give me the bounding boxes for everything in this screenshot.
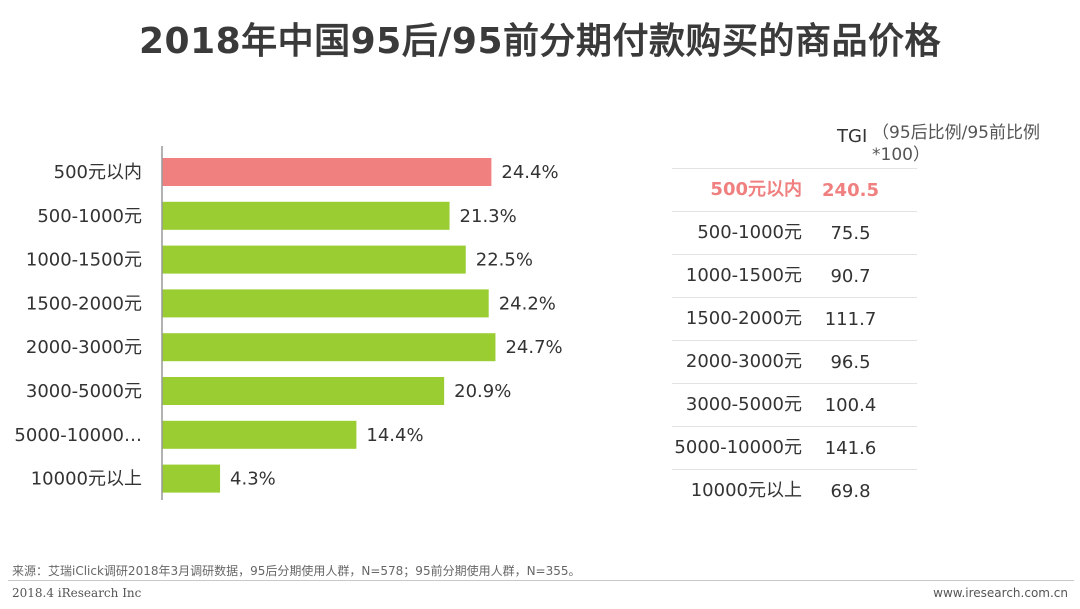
category-label: 3000-5000元 bbox=[26, 381, 142, 402]
tgi-row-category: 500元以内 bbox=[710, 179, 802, 200]
value-label: 20.9% bbox=[454, 381, 511, 402]
tgi-row-category: 1000-1500元 bbox=[685, 265, 802, 286]
tgi-row-category: 2000-3000元 bbox=[685, 351, 802, 372]
tgi-row-category: 500-1000元 bbox=[697, 222, 802, 243]
tgi-row: 1000-1500元 90.7 bbox=[672, 254, 917, 297]
tgi-row-value: 141.6 bbox=[824, 437, 877, 459]
value-label: 4.3% bbox=[230, 469, 276, 490]
page-title: 2018年中国95后/95前分期付款购买的商品价格 bbox=[138, 21, 942, 62]
category-label: 10000元以上 bbox=[31, 469, 142, 490]
tgi-row: 10000元以上 69.8 bbox=[672, 469, 917, 512]
category-label: 1500-2000元 bbox=[26, 293, 142, 314]
tgi-row: 500元以内 240.5 bbox=[672, 168, 917, 211]
tgi-table: TGI （95后比例/95前比例*100） 500元以内 240.5 500-1… bbox=[672, 118, 1040, 512]
tgi-row-category: 1500-2000元 bbox=[685, 308, 802, 329]
tgi-row-category: 10000元以上 bbox=[690, 480, 802, 501]
tgi-row-value: 100.4 bbox=[824, 394, 877, 416]
tgi-row-value: 75.5 bbox=[830, 222, 871, 244]
source-note: 来源：艾瑞iClick调研2018年3月调研数据，95后分期使用人群，N=578… bbox=[12, 564, 581, 578]
tgi-row: 2000-3000元 96.5 bbox=[672, 340, 917, 383]
tgi-row: 1500-2000元 111.7 bbox=[672, 297, 917, 340]
bar bbox=[162, 158, 492, 186]
tgi-row-value: 240.5 bbox=[822, 179, 879, 201]
category-label: 1000-1500元 bbox=[26, 250, 142, 271]
footer-website: www.iresearch.com.cn bbox=[933, 586, 1068, 600]
tgi-note: （95后比例/95前比例*100） bbox=[872, 123, 1040, 165]
bar bbox=[162, 420, 357, 449]
tgi-row: 5000-10000元 141.6 bbox=[672, 426, 917, 469]
footer-divider bbox=[8, 580, 1074, 581]
tgi-row-category: 5000-10000元 bbox=[674, 437, 802, 458]
bar bbox=[162, 377, 445, 405]
value-label: 21.3% bbox=[460, 206, 517, 227]
value-label: 24.4% bbox=[501, 162, 558, 183]
bar bbox=[162, 289, 489, 318]
bar bbox=[162, 464, 221, 493]
footer-copyright: 2018.4 iResearch Inc bbox=[12, 586, 142, 600]
bar-chart: 500元以内 24.4% 500-1000元 21.3% 1000-1500元 22.5%… bbox=[14, 146, 563, 500]
bar bbox=[162, 245, 466, 274]
category-label: 500元以内 bbox=[54, 162, 142, 183]
value-label: 24.7% bbox=[505, 337, 562, 358]
tgi-row-value: 69.8 bbox=[830, 480, 871, 502]
value-label: 14.4% bbox=[366, 425, 423, 446]
tgi-row-category: 3000-5000元 bbox=[685, 394, 802, 415]
bar bbox=[162, 201, 450, 230]
tgi-row-value: 111.7 bbox=[824, 308, 877, 330]
value-label: 24.2% bbox=[499, 293, 556, 314]
tgi-row-value: 90.7 bbox=[830, 265, 871, 287]
category-label: 500-1000元 bbox=[37, 206, 142, 227]
tgi-header: TGI bbox=[837, 126, 868, 147]
value-label: 22.5% bbox=[476, 250, 533, 271]
tgi-row: 3000-5000元 100.4 bbox=[672, 383, 917, 426]
tgi-table-header: TGI （95后比例/95前比例*100） bbox=[672, 118, 1040, 168]
category-label: 2000-3000元 bbox=[26, 337, 142, 358]
category-label: 5000-10000… bbox=[14, 425, 142, 446]
tgi-row-value: 96.5 bbox=[830, 351, 871, 373]
tgi-row: 500-1000元 75.5 bbox=[672, 211, 917, 254]
bar bbox=[162, 333, 496, 362]
